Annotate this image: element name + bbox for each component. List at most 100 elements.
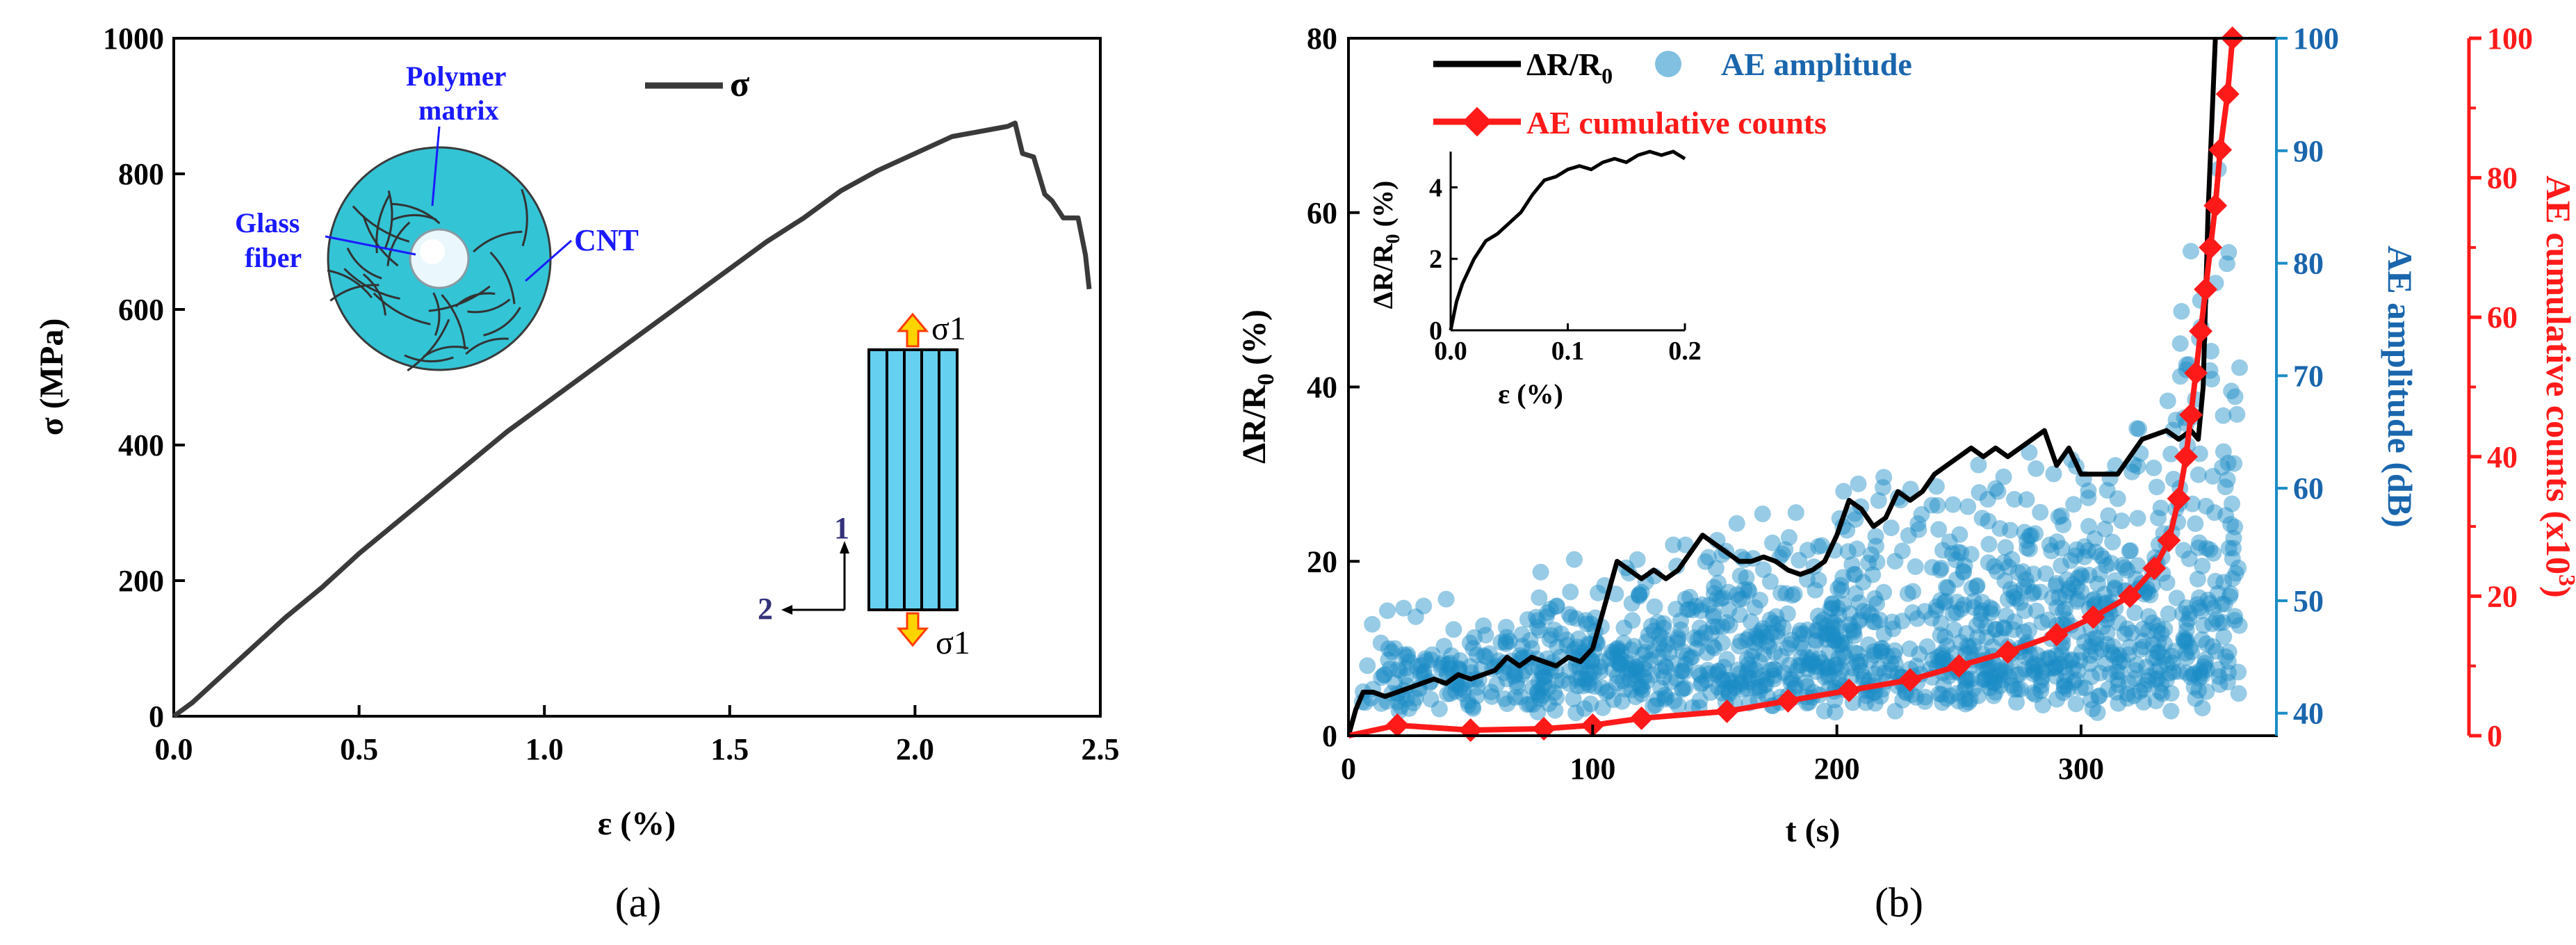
ae-amplitude-point [2185, 679, 2203, 696]
x-tick-label: 300 [2058, 752, 2104, 786]
ae-amplitude-point [1462, 658, 1479, 675]
ae-amplitude-point [2014, 563, 2032, 581]
ae-amplitude-point [1477, 627, 1494, 644]
chart-a-ylabel: σ (MPa) [33, 318, 70, 436]
ae-amplitude-point [1546, 684, 1563, 702]
ae-amplitude-point [1824, 625, 1841, 643]
ae-amplitude-point [1773, 647, 1791, 665]
ae-amplitude-point [1866, 695, 1884, 712]
ae-amplitude-point [2111, 654, 2128, 671]
ae-amplitude-point [1401, 653, 1419, 670]
ae-amplitude-point [2087, 629, 2105, 647]
ae-amplitude-point [1579, 674, 1596, 691]
ae-amplitude-point [1593, 679, 1611, 696]
ae-amplitude-point [2058, 571, 2076, 588]
ae-amplitude-point [1634, 646, 1652, 663]
ae-amplitude-point [2220, 643, 2237, 661]
ae-amplitude-point [2005, 621, 2022, 638]
ae-amplitude-point [2190, 589, 2208, 606]
ae-amplitude-point [1991, 519, 2009, 537]
ae-amplitude-point [1813, 537, 1831, 554]
ae-amplitude-point [1591, 659, 1608, 676]
ae-amplitude-point [2101, 665, 2119, 682]
ae-amplitude-point [1508, 678, 1526, 695]
ae-amplitude-point [2028, 602, 2045, 620]
ae-amplitude-point [1692, 667, 1709, 684]
ae-amplitude-point [1959, 637, 1976, 654]
ae-amplitude-point [1531, 589, 1548, 606]
ae-amplitude-point [1389, 661, 1406, 678]
ae-amplitude-point [1533, 664, 1551, 681]
ae-amplitude-point [2082, 647, 2099, 664]
ae-amplitude-point [2032, 682, 2050, 700]
ae-amplitude-point [1710, 663, 1727, 680]
ae-amplitude-point [1412, 656, 1430, 674]
ae-amplitude-point [1827, 632, 1844, 649]
ae-amplitude-point [1811, 614, 1829, 631]
ae-amplitude-point [1978, 658, 1996, 675]
ae-amplitude-point [1939, 579, 1957, 597]
ae-amplitude-point [2058, 611, 2076, 629]
ae-amplitude-point [1852, 653, 1869, 670]
ae-amplitude-point [1383, 643, 1401, 661]
counts-marker [1385, 713, 1410, 737]
ae-amplitude-point [1398, 659, 1415, 677]
inset-x-tick-label: 0.1 [1551, 337, 1585, 366]
ae-amplitude-point [1948, 685, 1966, 702]
ae-amplitude-point [2082, 691, 2099, 709]
ae-amplitude-point [2006, 613, 2023, 631]
ae-amplitude-point [1519, 696, 1536, 713]
chart-b-legend: ΔR/R0 AE amplitude AE cumulative counts [1433, 47, 1912, 140]
ae-amplitude-point [2137, 659, 2155, 676]
ae-amplitude-point [2034, 663, 2051, 680]
ae-amplitude-point [1533, 679, 1551, 697]
ae-amplitude-point [2178, 664, 2195, 681]
ae-amplitude-point [2149, 617, 2167, 634]
ae-amplitude-point [1674, 679, 1692, 697]
ae-amplitude-point [1412, 664, 1430, 681]
ae-amplitude-point [1823, 595, 1841, 613]
ae-amplitude-point [1923, 496, 1941, 514]
ae-amplitude-point [2148, 649, 2165, 667]
ae-amplitude-point [1568, 670, 1585, 688]
ae-amplitude-point [2178, 599, 2195, 616]
ae-amplitude-point [1864, 613, 1882, 631]
ae-amplitude-point [1810, 538, 1827, 555]
ae-amplitude-point [1850, 475, 1867, 492]
x-tick-label: 1.0 [525, 732, 564, 766]
ae-amplitude-point [1874, 640, 1891, 657]
ae-amplitude-point [2120, 675, 2137, 692]
ae-amplitude-point [1715, 659, 1733, 676]
ae-amplitude-point [2190, 466, 2207, 483]
chart-b-ylabel-counts-main: AE cumulative counts (x10 [2539, 175, 2576, 574]
ae-amplitude-point [1524, 696, 1542, 713]
ae-amplitude-point [1736, 581, 1753, 599]
ae-amplitude-point [2197, 497, 2215, 515]
ae-amplitude-point [1698, 644, 1715, 661]
ae-amplitude-point [2050, 508, 2067, 526]
ae-amplitude-point [1997, 539, 2014, 556]
ae-amplitude-point [1704, 638, 1721, 655]
ae-amplitude-point [1720, 684, 1738, 701]
ae-amplitude-point [1956, 557, 1973, 574]
legend-label-stress: σ [730, 65, 749, 104]
ae-amplitude-point [1944, 496, 1962, 513]
ae-amplitude-point [1760, 638, 1777, 655]
ae-amplitude-point [1866, 613, 1884, 631]
ae-amplitude-point [1514, 666, 1531, 684]
ae-amplitude-point [1376, 666, 1394, 684]
ae-amplitude-point [1766, 644, 1783, 661]
ae-amplitude-point [1907, 558, 1924, 575]
x-tick-label: 2.5 [1082, 732, 1120, 766]
ae-amplitude-point [1978, 629, 1996, 646]
ae-amplitude-point [2067, 547, 2085, 565]
ae-amplitude-point [2009, 681, 2026, 698]
ae-amplitude-point [1931, 653, 1948, 670]
ae-amplitude-point [1987, 669, 2004, 686]
ae-amplitude-point [1725, 679, 1743, 696]
ae-amplitude-point [1720, 601, 1738, 618]
ae-amplitude-point [1636, 655, 1653, 672]
ae-amplitude-point [1433, 656, 1450, 674]
ae-amplitude-point [2163, 647, 2180, 665]
ae-amplitude-point [1684, 601, 1701, 619]
